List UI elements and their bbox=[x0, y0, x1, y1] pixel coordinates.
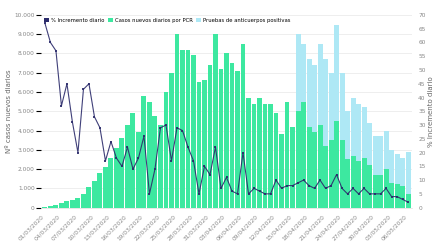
Bar bbox=[378, 175, 383, 208]
Bar bbox=[87, 187, 92, 208]
Bar bbox=[191, 55, 196, 208]
Bar bbox=[109, 158, 114, 208]
Bar bbox=[120, 138, 125, 208]
Bar bbox=[98, 173, 103, 208]
Bar bbox=[307, 127, 312, 208]
Bar bbox=[362, 158, 367, 208]
Bar bbox=[406, 194, 411, 208]
Bar bbox=[59, 203, 64, 208]
Bar bbox=[65, 202, 70, 208]
Bar bbox=[219, 69, 224, 208]
Bar bbox=[76, 198, 81, 208]
Bar bbox=[312, 65, 317, 132]
Bar bbox=[290, 127, 295, 208]
Bar bbox=[373, 175, 378, 208]
Bar bbox=[197, 82, 202, 208]
Bar bbox=[48, 206, 53, 208]
Bar bbox=[406, 152, 411, 194]
Bar bbox=[301, 102, 306, 208]
Bar bbox=[345, 160, 350, 208]
Bar bbox=[400, 158, 405, 186]
Y-axis label: Nº casos nuevos diarios: Nº casos nuevos diarios bbox=[6, 69, 11, 153]
Bar bbox=[213, 34, 218, 208]
Bar bbox=[367, 165, 372, 208]
Bar bbox=[202, 81, 207, 208]
Bar bbox=[268, 103, 273, 208]
Bar bbox=[131, 113, 136, 208]
Bar bbox=[340, 73, 345, 140]
Bar bbox=[42, 207, 48, 208]
Bar bbox=[186, 50, 191, 208]
Bar bbox=[378, 136, 383, 175]
Bar bbox=[395, 154, 400, 185]
Bar bbox=[334, 25, 339, 121]
Bar bbox=[329, 140, 334, 208]
Legend: % Incremento diario, Casos nuevos diarios por PCR, Pruebas de anticuerpos positi: % Incremento diario, Casos nuevos diario… bbox=[44, 18, 291, 23]
Bar bbox=[70, 200, 75, 208]
Bar bbox=[158, 125, 163, 208]
Bar bbox=[323, 146, 328, 208]
Bar bbox=[208, 65, 213, 208]
Bar bbox=[169, 73, 174, 208]
Bar bbox=[400, 186, 405, 208]
Bar bbox=[384, 169, 389, 208]
Bar bbox=[142, 96, 147, 208]
Bar bbox=[279, 134, 284, 208]
Bar bbox=[224, 54, 229, 208]
Bar bbox=[114, 148, 119, 208]
Bar bbox=[296, 34, 301, 111]
Bar bbox=[230, 63, 235, 208]
Bar bbox=[241, 44, 246, 208]
Bar bbox=[103, 167, 108, 208]
Bar bbox=[147, 102, 152, 208]
Bar bbox=[263, 103, 268, 208]
Bar bbox=[351, 98, 356, 156]
Bar bbox=[81, 194, 86, 208]
Bar bbox=[246, 98, 251, 208]
Bar bbox=[323, 59, 328, 146]
Bar bbox=[351, 156, 356, 208]
Bar bbox=[153, 116, 158, 208]
Bar bbox=[54, 205, 59, 208]
Bar bbox=[318, 44, 323, 125]
Bar bbox=[92, 181, 97, 208]
Bar bbox=[340, 140, 345, 208]
Bar bbox=[307, 59, 312, 127]
Bar bbox=[164, 92, 169, 208]
Bar bbox=[180, 50, 185, 208]
Bar bbox=[356, 103, 361, 161]
Bar bbox=[235, 71, 240, 208]
Bar bbox=[373, 136, 378, 175]
Bar bbox=[334, 121, 339, 208]
Bar bbox=[252, 103, 257, 208]
Y-axis label: % Incremento diario: % Incremento diario bbox=[429, 76, 434, 147]
Bar bbox=[384, 131, 389, 169]
Bar bbox=[389, 183, 394, 208]
Bar bbox=[257, 98, 262, 208]
Bar bbox=[395, 185, 400, 208]
Bar bbox=[318, 125, 323, 208]
Bar bbox=[274, 113, 279, 208]
Bar bbox=[329, 73, 334, 140]
Bar bbox=[389, 150, 394, 183]
Bar bbox=[125, 125, 130, 208]
Bar bbox=[362, 107, 367, 158]
Bar bbox=[285, 102, 290, 208]
Bar bbox=[356, 161, 361, 208]
Bar bbox=[301, 44, 306, 102]
Bar bbox=[312, 132, 317, 208]
Bar bbox=[296, 111, 301, 208]
Bar bbox=[367, 123, 372, 165]
Bar bbox=[345, 111, 350, 160]
Bar bbox=[175, 34, 180, 208]
Bar bbox=[136, 132, 141, 208]
